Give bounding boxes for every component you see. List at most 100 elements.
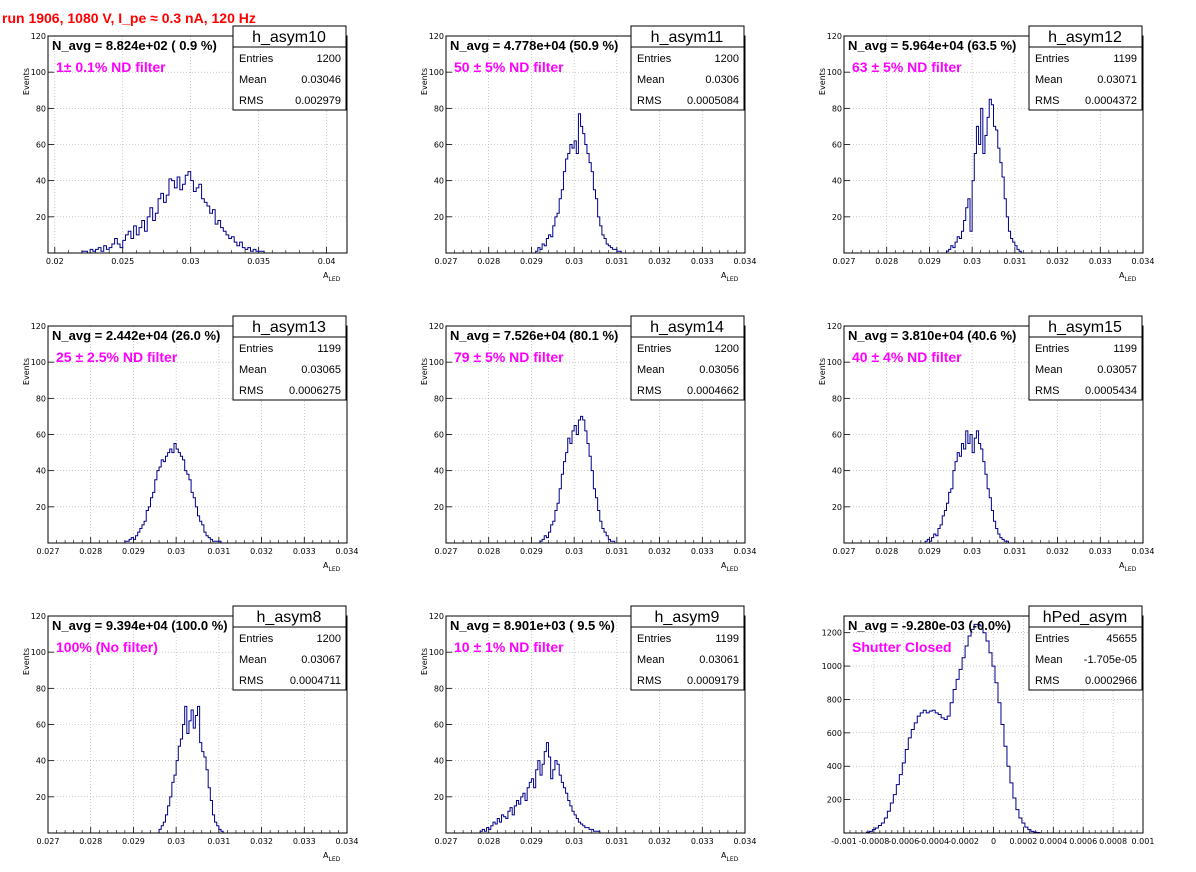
x-tick-label: 0.02 — [46, 257, 64, 266]
stats-value: 0.0005084 — [687, 95, 739, 107]
histogram-name: h_asym15 — [1048, 319, 1122, 336]
y-tick-label: 80 — [434, 394, 444, 403]
stats-label: Entries — [239, 53, 274, 65]
x-tick-label: 0.025 — [111, 257, 134, 266]
n-avg-label: N_avg = 7.526e+04 (80.1 %) — [450, 328, 618, 343]
y-axis-label: Events — [818, 358, 827, 385]
stats-box: h_asym9 Entries 1199 Mean 0.03061 RMS 0.000917… — [630, 605, 745, 691]
x-tick-label: 0.0008 — [1099, 837, 1127, 846]
plot-frame — [445, 35, 746, 254]
stats-box-frame — [630, 336, 745, 401]
x-tick-label: 0.04 — [318, 257, 336, 266]
y-tick-label: 40 — [832, 467, 842, 476]
x-tick-label: 0.029 — [520, 547, 543, 556]
stats-label: RMS — [239, 95, 263, 107]
y-axis-label: Events — [420, 68, 429, 95]
y-tick-label: 20 — [36, 213, 46, 222]
stats-label: Mean — [239, 364, 267, 376]
y-tick-label: 60 — [36, 431, 46, 440]
stats-label: Mean — [1035, 74, 1063, 86]
plot-frame — [445, 615, 746, 834]
x-axis-label: ALED — [1119, 561, 1137, 573]
stats-label: RMS — [239, 675, 263, 687]
x-tick-label: 0.029 — [122, 547, 145, 556]
n-avg-label: N_avg = 5.964e+04 (63.5 %) — [848, 38, 1016, 53]
y-tick-label: 80 — [36, 684, 46, 693]
x-tick-label: 0.033 — [691, 837, 714, 846]
y-tick-label: 120 — [31, 32, 46, 41]
stats-label: Mean — [239, 654, 267, 666]
stats-box-frame — [232, 336, 347, 401]
x-tick-label: 0.032 — [250, 837, 273, 846]
x-tick-label: 0.033 — [1089, 547, 1112, 556]
x-tick-label: 0.027 — [37, 547, 60, 556]
panel-h_asym14: 0.027 0.028 0.029 0.03 0.031 0.032 0.033 0.034 2… — [420, 315, 756, 573]
x-tick-label: 0.031 — [605, 257, 628, 266]
y-tick-label: 20 — [434, 213, 444, 222]
n-avg-label: N_avg = 8.901e+03 ( 9.5 %) — [450, 618, 615, 633]
filter-annotation: 63 ± 5% ND filter — [852, 59, 962, 75]
stats-box: h_asym8 Entries 1200 Mean 0.03067 RMS 0.000471… — [232, 605, 347, 691]
x-tick-label: 0.033 — [691, 547, 714, 556]
filter-annotation: 25 ± 2.5% ND filter — [56, 349, 178, 365]
stats-value: 1199 — [715, 633, 739, 645]
filter-annotation: 50 ± 5% ND filter — [454, 59, 564, 75]
x-tick-label: 0.029 — [918, 547, 941, 556]
stats-label: Entries — [637, 343, 672, 355]
plot-frame — [47, 615, 348, 834]
x-tick-label: -0.001 — [831, 837, 857, 846]
histogram-name: h_asym12 — [1048, 29, 1122, 46]
stats-label: Mean — [637, 654, 665, 666]
y-tick-label: 60 — [36, 141, 46, 150]
x-tick-label: 0.027 — [435, 837, 458, 846]
y-tick-label: 1000 — [822, 662, 842, 671]
stats-box-frame — [1028, 626, 1143, 691]
x-tick-label: 0.029 — [520, 837, 543, 846]
x-axis-label: ALED — [721, 561, 739, 573]
n-avg-label: N_avg = 8.824e+02 ( 0.9 %) — [52, 38, 217, 53]
stats-value: 1200 — [715, 343, 739, 355]
y-tick-label: 100 — [429, 648, 444, 657]
n-avg-label: N_avg = 2.442e+04 (26.0 %) — [52, 328, 220, 343]
x-tick-label: 0.03 — [565, 257, 583, 266]
stats-box-frame — [1028, 336, 1143, 401]
panel-h_asym13: 0.027 0.028 0.029 0.03 0.031 0.032 0.033 0.034 2… — [22, 315, 358, 573]
x-tick-label: 0.034 — [1132, 257, 1155, 266]
stats-box: h_asym12 Entries 1199 Mean 0.03071 RMS 0.00043… — [1028, 25, 1143, 111]
stats-title-frame — [630, 605, 745, 628]
plot-frame — [843, 325, 1144, 544]
filter-annotation: 79 ± 5% ND filter — [454, 349, 564, 365]
y-tick-label: 40 — [434, 177, 444, 186]
y-tick-label: 60 — [434, 431, 444, 440]
stats-label: Entries — [1035, 633, 1070, 645]
stats-label: RMS — [637, 675, 661, 687]
stats-value: 0.03061 — [699, 654, 739, 666]
y-tick-label: 100 — [827, 358, 842, 367]
stats-value: 45655 — [1106, 633, 1137, 645]
x-tick-label: 0.027 — [435, 547, 458, 556]
y-tick-label: 20 — [832, 503, 842, 512]
y-tick-label: 120 — [429, 322, 444, 331]
x-tick-label: 0 — [991, 837, 996, 846]
histogram-name: h_asym11 — [651, 29, 724, 46]
panel-h_asym11: 0.027 0.028 0.029 0.03 0.031 0.032 0.033 0.034 2… — [420, 25, 756, 283]
x-tick-label: 0.0004 — [1039, 837, 1067, 846]
y-tick-label: 400 — [827, 762, 842, 771]
stats-value: 1199 — [1113, 53, 1137, 65]
y-tick-label: 40 — [36, 467, 46, 476]
y-axis-label: Events — [420, 648, 429, 675]
y-tick-label: 40 — [434, 467, 444, 476]
y-axis-label: Events — [818, 68, 827, 95]
stats-value: 0.03056 — [699, 364, 739, 376]
n-avg-label: N_avg = 4.778e+04 (50.9 %) — [450, 38, 618, 53]
y-tick-label: 40 — [832, 177, 842, 186]
x-tick-label: 0.035 — [247, 257, 270, 266]
n-avg-label: N_avg = 3.810e+04 (40.6 %) — [848, 328, 1016, 343]
stats-value: 1199 — [317, 343, 341, 355]
x-tick-label: 0.029 — [122, 837, 145, 846]
y-tick-label: 80 — [36, 394, 46, 403]
panel-h_asym9: 0.027 0.028 0.029 0.03 0.031 0.032 0.033 0.034 2… — [420, 605, 756, 863]
x-tick-label: 0.027 — [833, 257, 856, 266]
stats-label: Mean — [1035, 364, 1063, 376]
